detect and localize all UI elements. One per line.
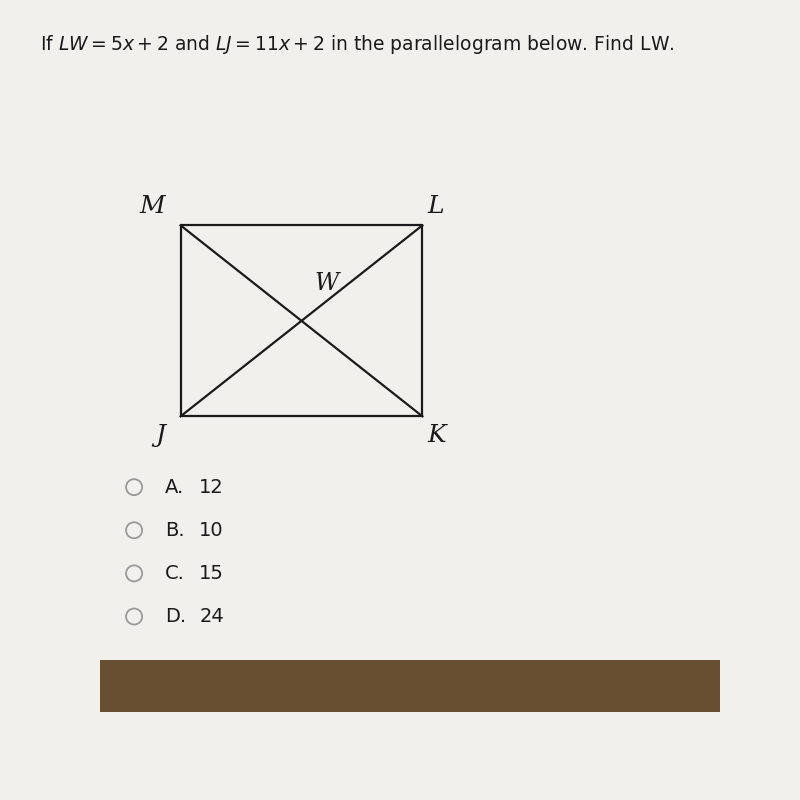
- Text: J: J: [155, 424, 165, 447]
- Text: If $\mathit{LW} = 5x + 2$ and $\mathit{LJ} = 11x + 2$ in the parallelogram below: If $\mathit{LW} = 5x + 2$ and $\mathit{L…: [40, 33, 674, 55]
- Text: W: W: [314, 272, 338, 295]
- Text: A.: A.: [165, 478, 184, 497]
- Text: 12: 12: [199, 478, 224, 497]
- Text: D.: D.: [165, 607, 186, 626]
- Text: M: M: [139, 194, 165, 218]
- Text: L: L: [427, 194, 444, 218]
- Text: 24: 24: [199, 607, 224, 626]
- Text: 10: 10: [199, 521, 224, 540]
- Text: B.: B.: [165, 521, 185, 540]
- Text: 15: 15: [199, 564, 224, 583]
- Text: C.: C.: [165, 564, 185, 583]
- Bar: [100, 660, 720, 712]
- Text: K: K: [427, 424, 446, 447]
